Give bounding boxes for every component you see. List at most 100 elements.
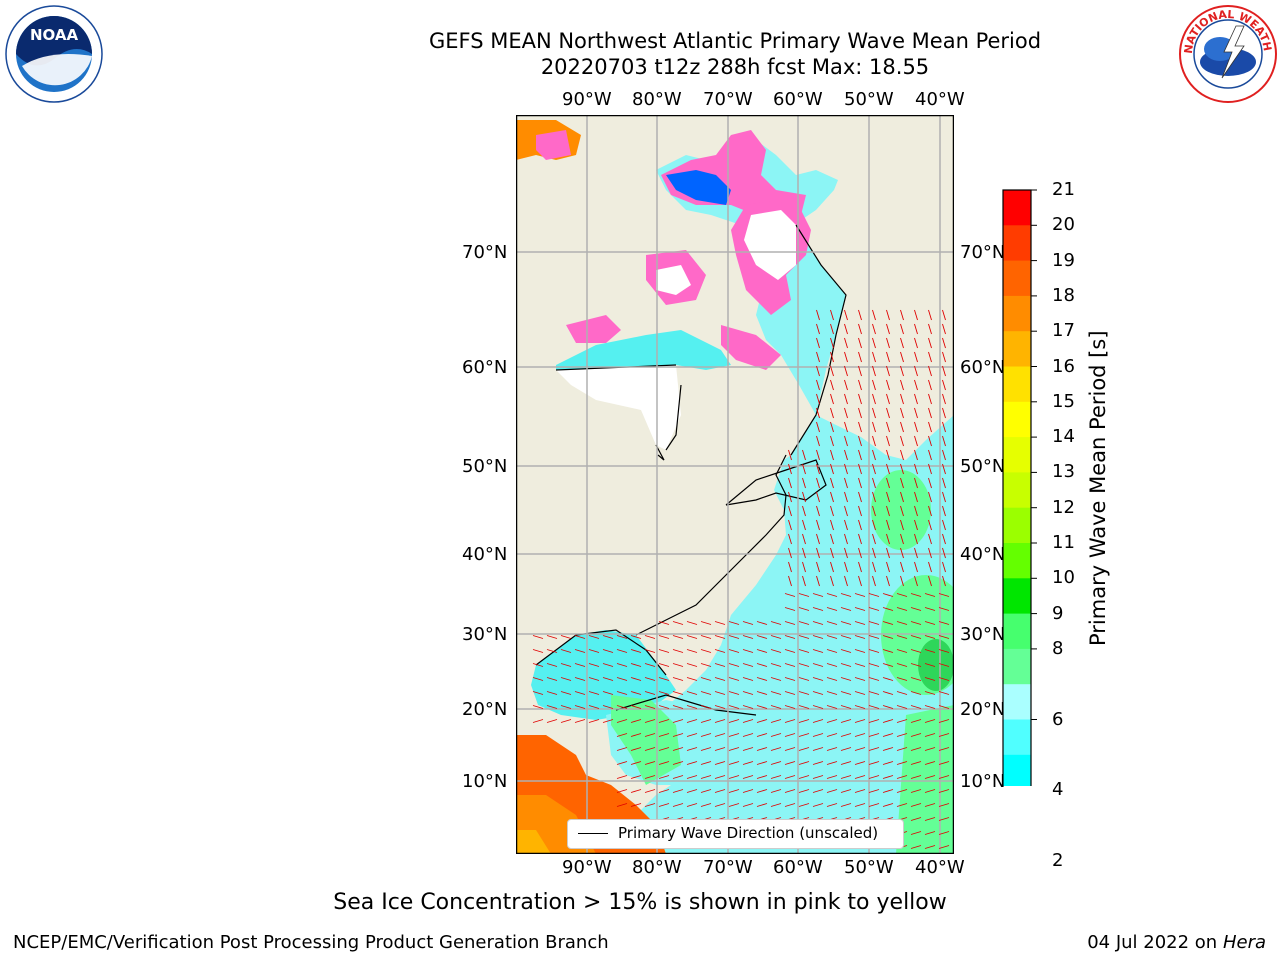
- wave-arrow: [588, 719, 600, 723]
- wave-arrow: [742, 621, 754, 625]
- colorbar-tick-label: 17: [1052, 320, 1075, 342]
- wave-arrow: [928, 477, 932, 489]
- colorbar-tick-label: 18: [1052, 284, 1075, 306]
- wave-arrow: [602, 677, 614, 681]
- wave-arrow: [872, 365, 876, 377]
- colorbar-segment: [1003, 719, 1031, 756]
- wave-arrow: [756, 621, 768, 625]
- wave-arrow: [826, 691, 838, 695]
- wave-arrow: [910, 649, 922, 653]
- wave-arrow: [812, 635, 824, 639]
- wave-arrow: [942, 533, 946, 545]
- wave-arrow: [816, 309, 820, 321]
- wave-arrow: [844, 491, 848, 503]
- wave-arrow: [882, 607, 894, 611]
- wave-arrow: [942, 463, 946, 475]
- lat-label-left: 20°N: [462, 699, 508, 720]
- wave-arrow: [854, 705, 866, 709]
- wave-arrow: [872, 547, 876, 559]
- wave-arrow: [728, 649, 740, 653]
- wave-arrow: [630, 803, 642, 807]
- wave-arrow: [784, 761, 796, 765]
- wave-arrow: [574, 677, 586, 681]
- wave-arrow: [896, 719, 908, 723]
- wave-arrow: [798, 747, 810, 751]
- wave-arrow: [686, 649, 698, 653]
- wave-arrow: [868, 677, 880, 681]
- wave-arrow: [728, 705, 740, 709]
- wave-arrow: [886, 421, 890, 433]
- wave-arrow: [700, 649, 712, 653]
- wave-arrow: [924, 593, 936, 597]
- wave-arrow: [742, 705, 754, 709]
- wave-arrow: [938, 789, 950, 793]
- wave-arrow: [672, 733, 684, 737]
- wave-arrow: [910, 691, 922, 695]
- wave-arrow: [630, 649, 642, 653]
- colorbar-tick-label: 21: [1052, 179, 1075, 200]
- colorbar-tick-label: 2: [1052, 849, 1064, 871]
- wave-arrow: [924, 789, 936, 793]
- colorbar-segment: [1003, 472, 1031, 509]
- wave-arrow: [798, 733, 810, 737]
- wave-arrow: [546, 719, 558, 723]
- wave-arrow: [914, 323, 918, 335]
- colorbar-segment: [1003, 648, 1031, 685]
- wave-arrow: [868, 747, 880, 751]
- wave-arrow: [886, 337, 890, 349]
- wave-arrow: [938, 747, 950, 751]
- wave-arrow: [924, 719, 936, 723]
- wave-arrow: [886, 449, 890, 461]
- wave-arrow: [644, 649, 656, 653]
- wave-arrow: [616, 789, 628, 793]
- wave-arrow: [844, 547, 848, 559]
- wave-arrow: [886, 323, 890, 335]
- wave-arrow: [938, 705, 950, 709]
- wave-arrow: [788, 533, 792, 545]
- wave-arrow: [826, 733, 838, 737]
- wave-arrow: [854, 719, 866, 723]
- wave-arrow: [900, 393, 904, 405]
- wave-arrow: [854, 691, 866, 695]
- wave-arrow: [658, 719, 670, 723]
- wave-arrow: [630, 677, 642, 681]
- wave-arrow: [942, 407, 946, 419]
- wave-arrow: [938, 607, 950, 611]
- wave-arrow: [868, 803, 880, 807]
- wave-arrow: [770, 635, 782, 639]
- wave-arrow: [560, 705, 572, 709]
- colorbar-tick-label: 16: [1052, 355, 1075, 377]
- wave-arrow: [588, 705, 600, 709]
- wave-arrow: [872, 463, 876, 475]
- lat-label-left: 50°N: [462, 456, 508, 477]
- wave-arrow: [616, 803, 628, 807]
- wave-arrow: [924, 635, 936, 639]
- wave-arrow: [560, 649, 572, 653]
- wave-arrow: [942, 309, 946, 321]
- wave-arrow: [854, 803, 866, 807]
- wave-arrow: [672, 719, 684, 723]
- wave-arrow: [896, 691, 908, 695]
- wave-arrow: [742, 789, 754, 793]
- wave-arrow: [844, 505, 848, 517]
- wave-arrow: [872, 505, 876, 517]
- wave-arrow: [630, 789, 642, 793]
- wave-arrow: [882, 775, 894, 779]
- colorbar-segment: [1003, 754, 1031, 786]
- nws-logo: NATIONAL WEATHER SERVICE: [1178, 4, 1277, 103]
- wave-arrow: [882, 789, 894, 793]
- wave-arrow: [882, 733, 894, 737]
- wave-arrow: [844, 477, 848, 489]
- wave-arrow: [928, 407, 932, 419]
- wave-arrow: [858, 575, 862, 587]
- wave-arrow: [858, 421, 862, 433]
- wave-arrow: [910, 677, 922, 681]
- wave-arrow: [840, 677, 852, 681]
- wave-arrow: [910, 663, 922, 667]
- wave-arrow: [588, 649, 600, 653]
- wave-arrow: [854, 635, 866, 639]
- wave-arrow: [872, 435, 876, 447]
- wave-arrow: [854, 677, 866, 681]
- wave-arrow: [770, 719, 782, 723]
- wave-arrow: [788, 519, 792, 531]
